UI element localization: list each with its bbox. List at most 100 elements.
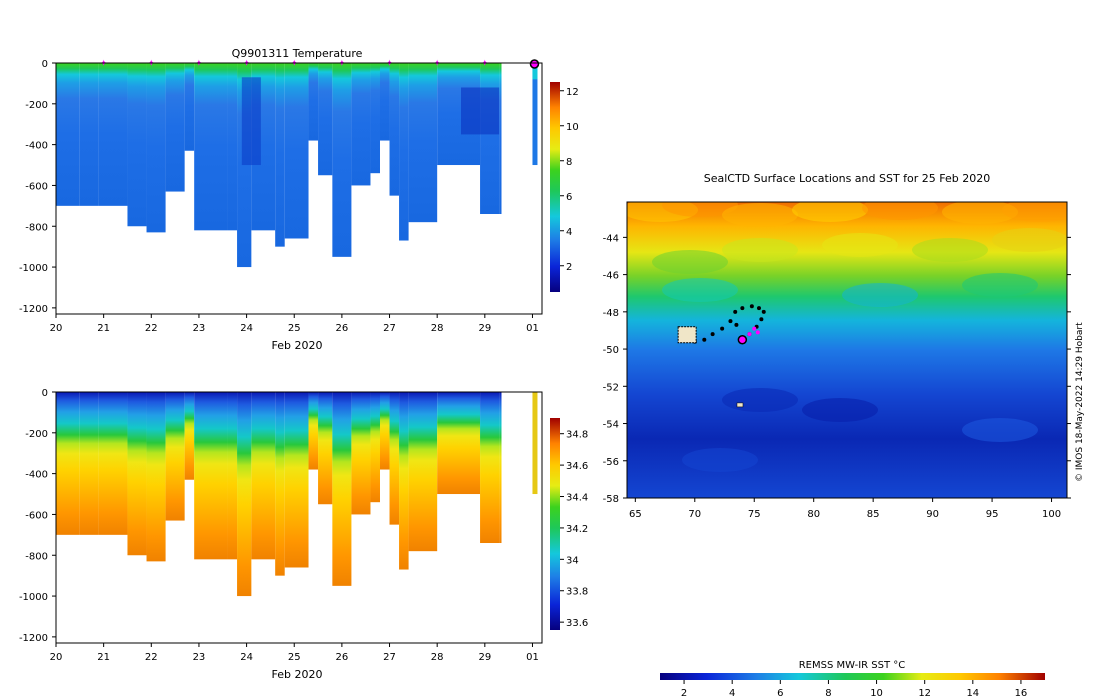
sst-colorbar: REMSS MW-IR SST °C 2 4 6 8 10 12 14 16 xyxy=(660,660,1045,699)
sst-blob xyxy=(722,238,798,262)
sst-blob xyxy=(722,203,798,227)
profile-column xyxy=(437,392,481,495)
sst-map-title: SealCTD Surface Locations and SST for 25… xyxy=(704,172,991,185)
profile-column xyxy=(227,392,238,560)
sst-blob xyxy=(992,228,1067,252)
map-y-tick-label: -52 xyxy=(603,382,619,393)
track-point xyxy=(734,322,739,327)
map-x-tick-label: 75 xyxy=(748,509,761,520)
recent-track-point xyxy=(747,332,752,337)
temperature-axes: 20 21 22 23 24 25 26 27 28 29 01 0 -200 -400 -600 -800 -… xyxy=(19,59,540,334)
current-location-marker xyxy=(737,335,748,345)
profile-column xyxy=(146,63,166,233)
sst-blob xyxy=(962,418,1038,442)
recent-track-point xyxy=(752,326,757,331)
profile-column xyxy=(251,392,276,560)
track-point xyxy=(702,337,707,342)
profile-marker: ✦ xyxy=(100,59,108,69)
profile-column xyxy=(98,63,128,206)
sst-colorbar-tick-label: 16 xyxy=(1015,688,1028,699)
x-tick-label: 20 xyxy=(50,652,63,663)
x-tick-label: 24 xyxy=(240,652,253,663)
recent-track-point xyxy=(755,330,760,335)
map-y-tick-label: -50 xyxy=(603,345,619,356)
profile-column xyxy=(499,392,502,544)
sst-blob xyxy=(1002,202,1067,222)
profile-column xyxy=(275,63,285,247)
profile-column xyxy=(499,63,502,215)
profile-column xyxy=(284,392,309,568)
profile-column xyxy=(79,63,99,206)
current-profile-top xyxy=(532,63,538,80)
map-y-tick-label: -56 xyxy=(603,457,619,468)
profile-marker: ✦ xyxy=(481,59,489,69)
profile-marker: ✦ xyxy=(386,59,394,69)
profile-column xyxy=(194,392,228,560)
sst-blob xyxy=(652,250,728,274)
track-point xyxy=(761,309,766,314)
x-tick-label: 26 xyxy=(336,652,349,663)
cold-patch xyxy=(461,87,500,135)
profile-column xyxy=(399,392,409,570)
profile-column xyxy=(318,392,333,505)
colorbar-tick-label: 33.8 xyxy=(566,587,588,598)
colorbar-tick-label: 34.8 xyxy=(566,430,588,441)
profile-marker: ✦ xyxy=(195,59,203,69)
sst-blob xyxy=(962,273,1038,297)
track-point xyxy=(759,317,764,322)
sst-blob xyxy=(822,233,898,257)
profile-column xyxy=(194,63,228,231)
profile-column xyxy=(79,392,99,535)
colorbar-tick-label: 34.4 xyxy=(566,493,588,504)
x-tick-label: 20 xyxy=(50,323,63,334)
y-tick-label: -200 xyxy=(25,100,48,111)
map-x-tick-label: 80 xyxy=(807,509,820,520)
profile-column xyxy=(237,392,252,597)
sst-map-panel: SealCTD Surface Locations and SST for 25… xyxy=(603,172,1085,699)
x-tick-label: 25 xyxy=(288,323,301,334)
x-tick-label: 24 xyxy=(240,323,253,334)
profile-column xyxy=(480,392,500,544)
sst-blob xyxy=(682,448,758,472)
track-point xyxy=(740,306,745,311)
sst-colorbar-tick-label: 10 xyxy=(870,688,883,699)
salinity-panel: 20 21 22 23 24 25 26 27 28 29 01 0 -200 -400 -600 -800 -… xyxy=(19,388,588,681)
profile-column xyxy=(332,392,352,586)
map-x-tick-label: 85 xyxy=(867,509,880,520)
profile-column xyxy=(408,63,438,223)
colorbar-tick-label: 6 xyxy=(566,192,572,203)
x-tick-label: 01 xyxy=(526,323,539,334)
profile-column xyxy=(332,63,352,257)
x-tick-label: 23 xyxy=(193,323,206,334)
profile-column xyxy=(56,63,80,206)
sst-colorbar-tick-label: 6 xyxy=(777,688,783,699)
profile-column xyxy=(389,63,400,196)
credit-text: © IMOS 18-May-2022 14:29 Hobart xyxy=(1075,322,1085,482)
y-tick-label: -800 xyxy=(25,551,48,562)
y-tick-label: -1000 xyxy=(19,263,48,274)
map-y-tick-label: -44 xyxy=(603,233,619,244)
y-tick-label: -800 xyxy=(25,222,48,233)
map-x-tick-label: 70 xyxy=(688,509,701,520)
profile-marker: ✦ xyxy=(243,59,251,69)
x-tick-label: 23 xyxy=(193,652,206,663)
colorbar-tick-label: 33.6 xyxy=(566,618,588,629)
sst-blob xyxy=(942,202,1018,224)
y-tick-label: -200 xyxy=(25,429,48,440)
map-x-tick-label: 100 xyxy=(1042,509,1061,520)
colorbar-tick-label: 10 xyxy=(566,122,579,133)
temperature-panel: Q9901311 Temperature 20 21 22 23 24 25 26 27 28 2… xyxy=(19,47,579,352)
sst-blob xyxy=(912,238,988,262)
map-y-tick-label: -48 xyxy=(603,308,619,319)
map-x-tick-label: 95 xyxy=(986,509,999,520)
sst-texture xyxy=(627,202,1067,472)
sst-colorbar-label: REMSS MW-IR SST °C xyxy=(799,660,906,671)
x-tick-label: 29 xyxy=(478,652,491,663)
isolated-point xyxy=(736,402,744,408)
profile-column xyxy=(370,63,380,174)
sst-colorbar-tick-label: 4 xyxy=(729,688,735,699)
map-x-tick-label: 90 xyxy=(926,509,939,520)
x-tick-label: 28 xyxy=(431,323,444,334)
temperature-chart-title: Q9901311 Temperature xyxy=(232,47,363,60)
profile-column xyxy=(480,63,500,215)
